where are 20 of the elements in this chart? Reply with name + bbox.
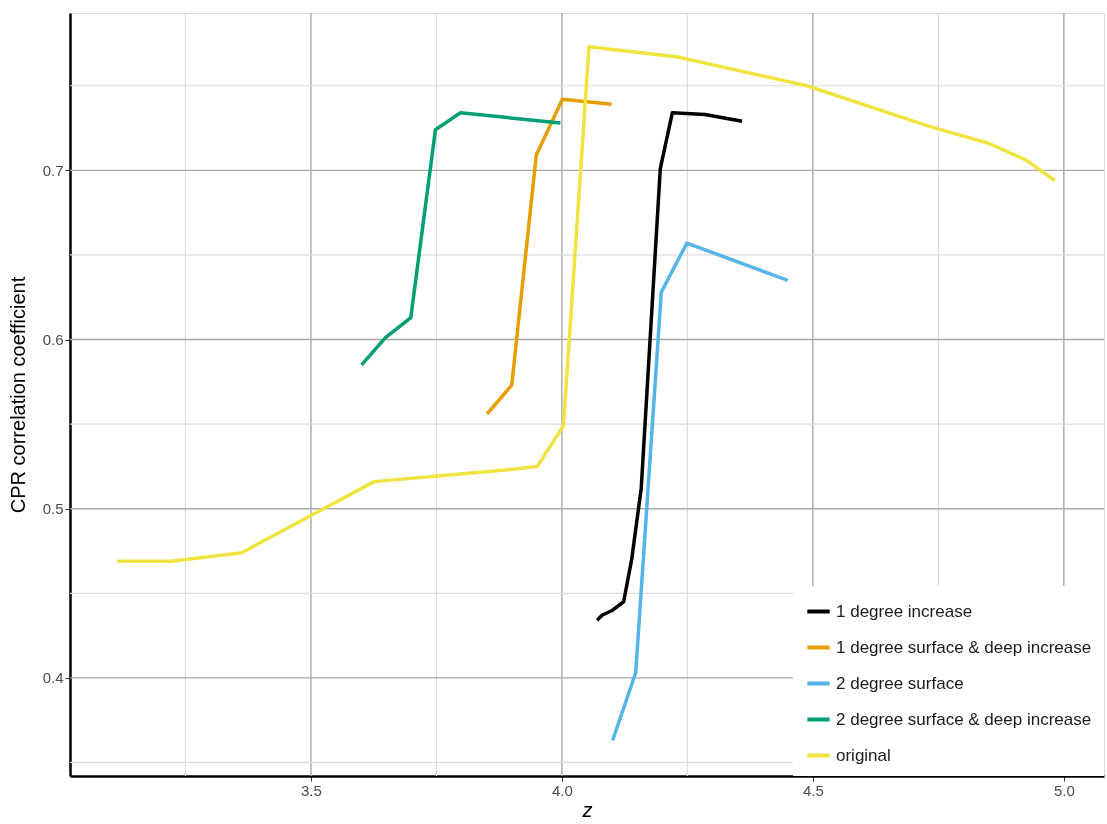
legend-label: 1 degree surface & deep increase — [836, 637, 1092, 657]
line-series — [595, 111, 744, 623]
line-series — [610, 241, 790, 743]
legend-label: 2 degree surface & deep increase — [836, 709, 1092, 729]
line-series — [485, 97, 614, 416]
x-tick-label: 4.0 — [551, 781, 573, 799]
y-tick-label: 0.7 — [42, 161, 64, 179]
x-tick-label: 5.0 — [1053, 781, 1075, 799]
line-series — [359, 111, 563, 367]
x-tick-label: 4.5 — [802, 781, 824, 799]
legend-label: 1 degree increase — [836, 601, 973, 621]
y-tick-label: 0.5 — [42, 500, 64, 518]
y-tick-label: 0.6 — [42, 331, 64, 349]
legend-label: original — [836, 745, 891, 765]
y-tick-label: 0.4 — [42, 669, 64, 687]
legend-label: 2 degree surface — [836, 673, 964, 693]
x-tick-label: 3.5 — [301, 781, 322, 799]
y-axis-title: CPR correlation coefficient — [6, 276, 29, 514]
line-series — [115, 45, 1057, 563]
x-axis-title: z — [581, 798, 593, 821]
